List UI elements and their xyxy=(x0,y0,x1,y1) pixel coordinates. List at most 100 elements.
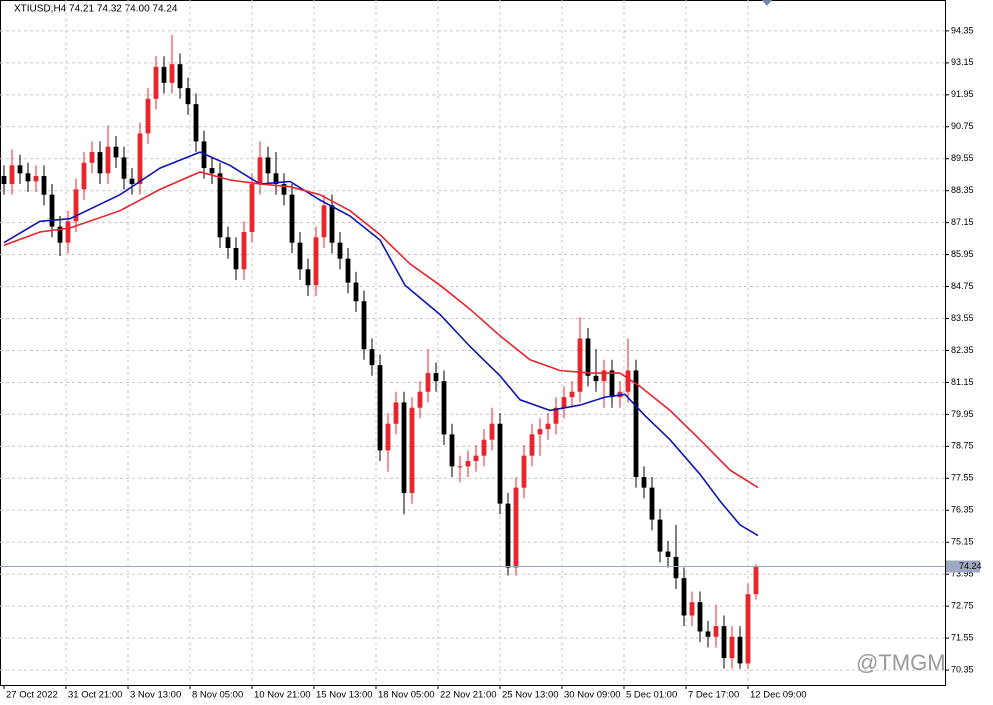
candle-body xyxy=(729,636,735,659)
candle-body xyxy=(753,566,759,595)
candle-body xyxy=(137,133,143,185)
candle-body xyxy=(409,407,415,493)
candle-body xyxy=(25,173,31,182)
candle-body xyxy=(121,157,127,179)
last-price-label: 74.24 xyxy=(959,561,982,571)
candle-body xyxy=(433,373,439,382)
candle-body xyxy=(273,173,279,185)
y-tick-label: 79.95 xyxy=(951,409,974,419)
candle-body xyxy=(681,578,687,616)
candle-body xyxy=(457,466,463,468)
candle-body xyxy=(345,258,351,283)
candle-body xyxy=(673,556,679,579)
y-tick-label: 90.75 xyxy=(951,121,974,131)
candle-body xyxy=(401,402,407,493)
candle-body xyxy=(153,66,159,99)
candle-body xyxy=(417,391,423,408)
candle-body xyxy=(449,434,455,467)
candle-body xyxy=(321,205,327,238)
candle-body xyxy=(545,423,551,430)
candle-body xyxy=(241,231,247,270)
candle-body xyxy=(577,338,583,392)
candle-body xyxy=(601,370,607,382)
candle-body xyxy=(473,455,479,462)
candle-body xyxy=(297,242,303,270)
candle-body xyxy=(17,165,23,174)
x-tick-label: 25 Nov 13:00 xyxy=(502,690,559,701)
candle-body xyxy=(185,88,191,105)
x-tick-label: 12 Dec 09:00 xyxy=(750,690,807,701)
y-tick-label: 81.15 xyxy=(951,377,974,387)
candle-body xyxy=(569,391,575,398)
x-tick-label: 18 Nov 05:00 xyxy=(378,690,435,701)
candle-body xyxy=(465,461,471,467)
plot xyxy=(0,0,945,685)
y-tick-label: 91.95 xyxy=(951,89,974,99)
candle-body xyxy=(553,407,559,424)
watermark: @TMGM xyxy=(856,650,946,675)
y-tick-label: 85.95 xyxy=(951,249,974,259)
candle-body xyxy=(441,381,447,435)
x-tick-label: 8 Nov 05:00 xyxy=(192,690,243,701)
y-tick-label: 82.35 xyxy=(951,345,974,355)
candle-body xyxy=(57,226,63,243)
y-tick-label: 75.15 xyxy=(951,537,974,547)
candle-body xyxy=(537,429,543,435)
candle-body xyxy=(65,221,71,243)
y-tick-label: 73.95 xyxy=(951,569,974,579)
candle-body xyxy=(593,375,599,382)
y-tick-label: 78.75 xyxy=(951,441,974,451)
x-tick-label: 27 Oct 2022 xyxy=(6,690,58,701)
moving-average xyxy=(3,171,759,489)
y-tick-label: 76.35 xyxy=(951,505,974,515)
candle-body xyxy=(521,455,527,488)
y-tick-label: 89.55 xyxy=(951,153,974,163)
x-tick-label: 5 Dec 01:00 xyxy=(626,690,677,701)
y-tick-label: 71.55 xyxy=(951,633,974,643)
x-tick-label: 30 Nov 09:00 xyxy=(564,690,621,701)
candle-body xyxy=(313,237,319,286)
candle-body xyxy=(41,176,47,195)
y-tick-label: 72.75 xyxy=(951,601,974,611)
candle-body xyxy=(625,370,631,392)
moving-average xyxy=(3,151,759,537)
candle-body xyxy=(585,338,591,376)
candle-body xyxy=(649,487,655,520)
candle-body xyxy=(561,397,567,408)
candle-body xyxy=(689,602,695,616)
x-tick-label: 10 Nov 21:00 xyxy=(254,690,311,701)
scroll-marker xyxy=(762,0,772,6)
plot-frame xyxy=(0,0,946,686)
candle-body xyxy=(665,551,671,557)
candle-body xyxy=(425,373,431,392)
candle-body xyxy=(233,247,239,270)
candle-body xyxy=(145,98,151,134)
candle-body xyxy=(529,434,535,456)
y-tick-label: 70.35 xyxy=(951,664,974,674)
y-tick-label: 84.75 xyxy=(951,281,974,291)
y-tick-label: 87.15 xyxy=(951,217,974,227)
candle-body xyxy=(393,402,399,424)
candle-body xyxy=(713,626,719,637)
candle-body xyxy=(33,176,39,182)
candle-body xyxy=(81,162,87,190)
candle-body xyxy=(129,178,135,185)
candle-body xyxy=(353,282,359,302)
x-tick-label: 3 Nov 13:00 xyxy=(130,690,181,701)
x-tick-label: 22 Nov 21:00 xyxy=(440,690,497,701)
candle-body xyxy=(641,476,647,488)
candle-body xyxy=(377,365,383,451)
candle-body xyxy=(361,301,367,350)
candle-body xyxy=(745,594,751,664)
candle-body xyxy=(265,157,271,174)
y-tick-label: 88.35 xyxy=(951,185,974,195)
candle-body xyxy=(289,194,295,243)
candle-body xyxy=(217,173,223,238)
candle-body xyxy=(105,146,111,174)
y-tick-label: 93.15 xyxy=(951,57,974,67)
last-price-box xyxy=(946,560,980,573)
chart-title: XTIUSD,H4 74.21 74.32 74.00 74.24 xyxy=(14,4,178,15)
candle-body xyxy=(225,237,231,248)
candle-body xyxy=(705,631,711,637)
